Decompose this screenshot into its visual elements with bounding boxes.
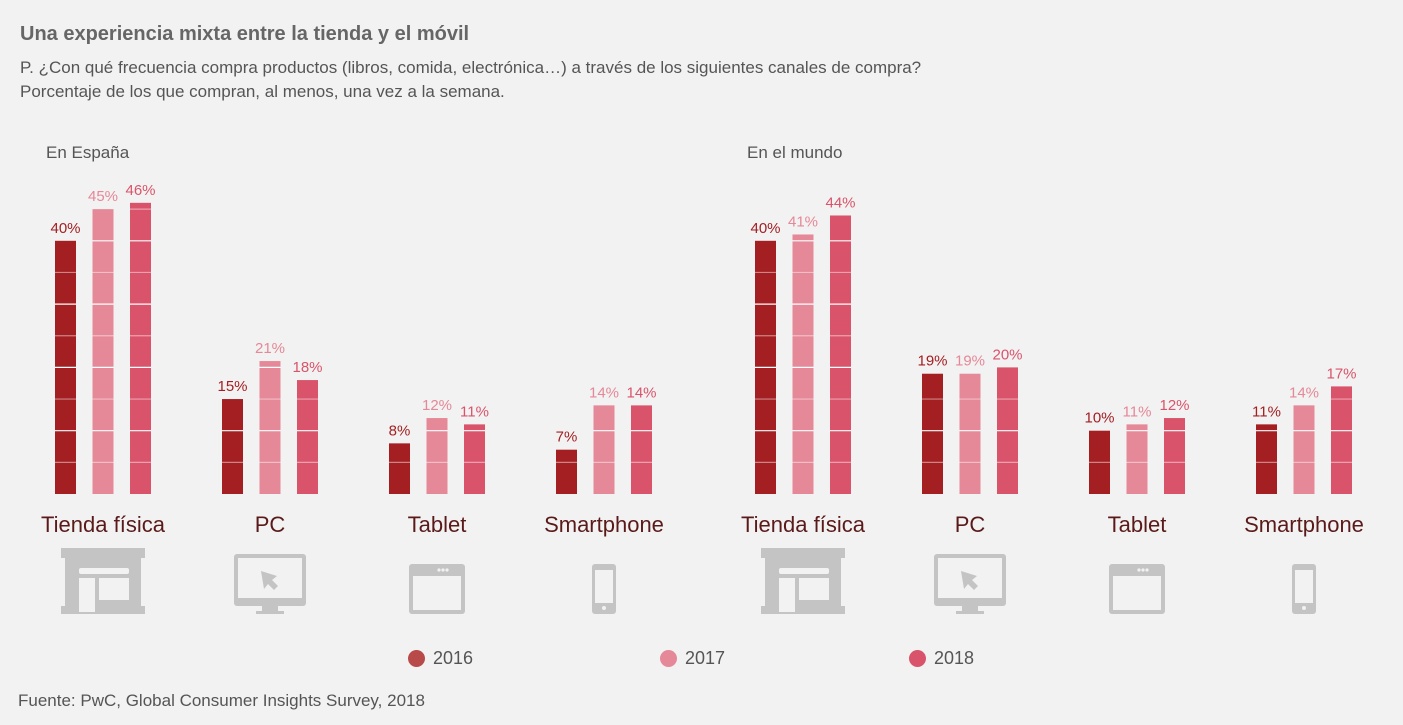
bar-2017 [92,209,114,494]
bar-2018 [130,202,151,494]
data-label: 19% [955,353,985,370]
bar-2017 [1126,424,1148,494]
store-icon [761,548,845,614]
data-label: 40% [750,220,780,237]
legend-label: 2016 [433,648,474,668]
desktop-icon [934,554,1006,614]
bar-2017 [426,418,448,494]
bar-2016 [1256,424,1277,494]
category-label: Smartphone [544,512,664,537]
legend-item-2016: 2016 [408,648,473,669]
bar-2016 [1089,430,1110,494]
data-label: 11% [460,403,489,420]
bar-2017 [959,373,981,494]
data-label: 11% [1252,403,1281,420]
bar-2018 [830,215,851,495]
data-label: 21% [255,340,285,357]
bar-2016 [389,443,410,494]
data-label: 14% [589,384,619,401]
bar-2018 [297,380,318,494]
bar-2018 [1164,418,1185,494]
category-group: 15% 21% 18% PC [217,340,323,614]
data-label: 7% [556,429,578,446]
legend-label: 2017 [685,648,726,668]
tablet-icon [1109,564,1165,614]
category-label: Tienda física [741,512,866,537]
tablet-icon [409,564,465,614]
legend-swatch [408,650,425,667]
data-label: 11% [1123,403,1152,420]
bar-2017 [593,405,615,494]
bar-2018 [631,405,652,494]
data-label: 45% [88,188,118,205]
category-label: Tienda física [41,512,166,537]
data-label: 40% [50,220,80,237]
panel-title-spain: En España [46,143,130,162]
panel-title-world: En el mundo [747,143,843,162]
data-label: 17% [1326,365,1356,382]
smartphone-icon [592,564,616,614]
legend-label: 2018 [934,648,975,668]
category-label: PC [955,512,986,537]
data-label: 12% [422,397,452,414]
panel-spain: 40% 45% 46% Tienda física 15% 21% 18% PC 8% 12% 11… [41,182,664,614]
bar-2016 [556,449,577,494]
category-label: PC [255,512,286,537]
category-group: 40% 41% 44% Tienda física [741,194,866,614]
category-label: Smartphone [1244,512,1364,537]
source-note: Fuente: PwC, Global Consumer Insights Su… [18,691,425,710]
subtitle-note: Porcentaje de los que compran, al menos,… [20,82,505,101]
data-label: 14% [1289,384,1319,401]
bar-2017 [259,361,281,494]
desktop-icon [234,554,306,614]
smartphone-icon [1292,564,1316,614]
data-label: 46% [125,182,155,199]
legend-item-2018: 2018 [909,648,974,669]
data-label: 18% [292,359,322,376]
category-label: Tablet [408,512,467,537]
data-label: 15% [217,378,247,395]
bar-2016 [222,399,243,494]
category-label: Tablet [1108,512,1167,537]
category-group: 40% 45% 46% Tienda física [41,182,166,614]
data-label: 14% [626,384,656,401]
data-label: 8% [389,422,411,439]
bar-2017 [792,234,814,494]
data-label: 10% [1084,410,1114,427]
subtitle-question: P. ¿Con qué frecuencia compra productos … [20,58,922,77]
bar-2018 [464,424,485,494]
category-group: 11% 14% 17% Smartphone [1244,365,1364,614]
category-group: 10% 11% 12% Tablet [1084,397,1190,614]
category-group: 7% 14% 14% Smartphone [544,384,664,614]
chart-title: Una experiencia mixta entre la tienda y … [20,23,470,45]
data-label: 19% [917,353,947,370]
bar-2016 [922,373,943,494]
legend-item-2017: 2017 [660,648,725,669]
data-label: 44% [825,194,855,211]
bar-2017 [1293,405,1315,494]
legend-swatch [660,650,677,667]
category-group: 8% 12% 11% Tablet [389,397,489,614]
data-label: 20% [992,346,1022,363]
category-group: 19% 19% 20% PC [917,346,1023,614]
bar-2018 [1331,386,1352,494]
store-icon [61,548,145,614]
legend-swatch [909,650,926,667]
data-label: 41% [788,213,818,230]
data-label: 12% [1159,397,1189,414]
